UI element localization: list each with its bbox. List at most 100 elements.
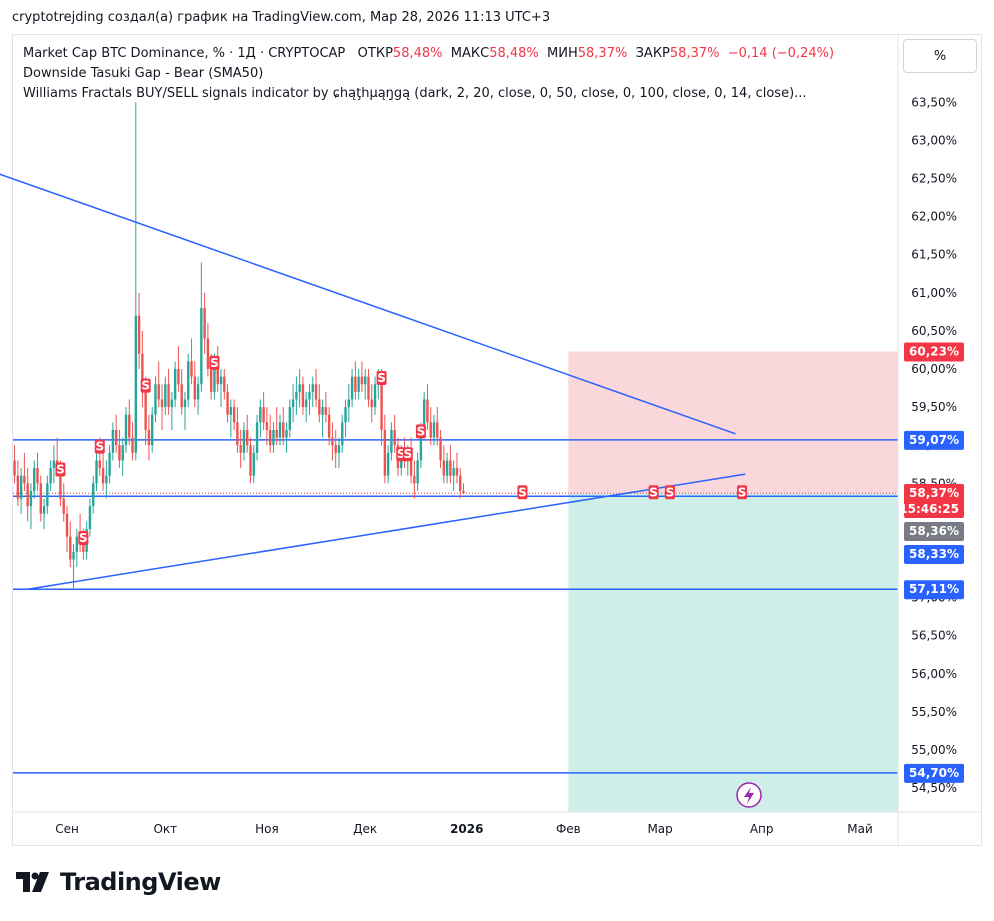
- candle-body[interactable]: [249, 445, 252, 476]
- sell-signal-marker[interactable]: [648, 485, 659, 500]
- candle-body[interactable]: [278, 422, 282, 438]
- candle-body[interactable]: [134, 315, 138, 453]
- candle-body[interactable]: [318, 399, 321, 415]
- candle-body[interactable]: [137, 315, 141, 354]
- candle-body[interactable]: [88, 506, 92, 530]
- candle-body[interactable]: [455, 468, 459, 476]
- candle-body[interactable]: [75, 536, 79, 552]
- candle-body[interactable]: [226, 391, 229, 415]
- candle-body[interactable]: [265, 422, 269, 430]
- sell-signal-marker[interactable]: [376, 371, 387, 385]
- candle-body[interactable]: [367, 376, 370, 400]
- candle-body[interactable]: [252, 452, 255, 476]
- candle-body[interactable]: [298, 384, 301, 392]
- candle-body[interactable]: [236, 422, 239, 446]
- candle-body[interactable]: [65, 513, 69, 537]
- candle-body[interactable]: [432, 422, 436, 438]
- candle-body[interactable]: [206, 338, 210, 369]
- candle-body[interactable]: [200, 308, 203, 385]
- candle-body[interactable]: [13, 460, 16, 476]
- sell-signal-marker[interactable]: [94, 439, 105, 454]
- candle-body[interactable]: [29, 490, 33, 507]
- sell-signal-marker[interactable]: [737, 485, 748, 500]
- take-profit-zone[interactable]: [568, 493, 898, 812]
- candle-body[interactable]: [114, 429, 118, 446]
- candle-body[interactable]: [33, 468, 36, 491]
- candle-body[interactable]: [101, 468, 105, 484]
- candle-body[interactable]: [213, 361, 216, 392]
- candle-body[interactable]: [459, 475, 462, 491]
- price-tag[interactable]: [904, 522, 964, 541]
- price-tag[interactable]: [904, 342, 964, 362]
- candle-body[interactable]: [259, 407, 262, 423]
- candles-group[interactable]: [0, 102, 465, 590]
- candle-body[interactable]: [157, 384, 160, 400]
- candle-body[interactable]: [196, 384, 200, 400]
- ascending-trendline[interactable]: [27, 473, 746, 590]
- sell-signal-marker[interactable]: [78, 531, 89, 546]
- candle-body[interactable]: [311, 384, 314, 392]
- candle-body[interactable]: [390, 429, 393, 453]
- candle-body[interactable]: [429, 422, 432, 438]
- candle-body[interactable]: [72, 551, 75, 560]
- candle-body[interactable]: [173, 369, 177, 400]
- candle-body[interactable]: [26, 483, 29, 507]
- legend-indicator-fractals[interactable]: Williams Fractals BUY/SELL signals indic…: [23, 86, 807, 101]
- candle-body[interactable]: [160, 399, 164, 408]
- candle-body[interactable]: [209, 369, 213, 392]
- candle-body[interactable]: [242, 429, 246, 453]
- candle-body[interactable]: [347, 399, 351, 408]
- candle-body[interactable]: [193, 376, 196, 400]
- candle-body[interactable]: [167, 384, 170, 408]
- candle-body[interactable]: [383, 429, 387, 476]
- candle-body[interactable]: [42, 506, 46, 514]
- candle-body[interactable]: [180, 384, 183, 408]
- candle-body[interactable]: [393, 429, 396, 446]
- stop-loss-zone[interactable]: [568, 351, 898, 494]
- candle-body[interactable]: [229, 407, 233, 415]
- candle-body[interactable]: [150, 414, 154, 446]
- candle-body[interactable]: [272, 429, 275, 446]
- candle-body[interactable]: [426, 399, 429, 423]
- candle-body[interactable]: [216, 361, 219, 385]
- candle-body[interactable]: [82, 544, 85, 552]
- candle-body[interactable]: [187, 361, 190, 400]
- descending-trendline[interactable]: [0, 166, 736, 435]
- candle-body[interactable]: [164, 384, 167, 408]
- candle-body[interactable]: [370, 399, 373, 408]
- candle-body[interactable]: [409, 452, 413, 476]
- candle-body[interactable]: [321, 407, 324, 415]
- candle-body[interactable]: [111, 429, 115, 453]
- candle-body[interactable]: [183, 399, 187, 408]
- candle-body[interactable]: [7, 499, 9, 514]
- candle-body[interactable]: [23, 475, 26, 484]
- candle-body[interactable]: [121, 445, 124, 461]
- candle-body[interactable]: [118, 445, 121, 461]
- sell-signal-marker[interactable]: [402, 447, 413, 462]
- candle-body[interactable]: [452, 468, 455, 476]
- price-tag[interactable]: [904, 430, 964, 450]
- candle-body[interactable]: [154, 384, 157, 415]
- candle-body[interactable]: [413, 475, 416, 484]
- candle-body[interactable]: [203, 308, 206, 339]
- candle-body[interactable]: [308, 391, 311, 400]
- candle-body[interactable]: [354, 376, 357, 392]
- candle-body[interactable]: [108, 452, 111, 476]
- candle-body[interactable]: [357, 376, 360, 392]
- candle-body[interactable]: [301, 384, 305, 408]
- candle-body[interactable]: [416, 460, 419, 484]
- candle-body[interactable]: [46, 483, 49, 507]
- candle-body[interactable]: [386, 452, 390, 476]
- candle-body[interactable]: [147, 429, 151, 446]
- candle-body[interactable]: [334, 445, 337, 453]
- candle-body[interactable]: [380, 376, 383, 430]
- candle-body[interactable]: [422, 399, 426, 430]
- candle-body[interactable]: [255, 422, 259, 453]
- candle-body[interactable]: [262, 407, 265, 423]
- legend-indicator-tasuki[interactable]: Downside Tasuki Gap - Bear (SMA50): [23, 66, 264, 81]
- candle-body[interactable]: [219, 376, 223, 385]
- candle-body[interactable]: [327, 414, 331, 438]
- candle-body[interactable]: [98, 460, 101, 469]
- footer-logo[interactable]: TradingView: [16, 868, 221, 896]
- candle-body[interactable]: [170, 399, 174, 408]
